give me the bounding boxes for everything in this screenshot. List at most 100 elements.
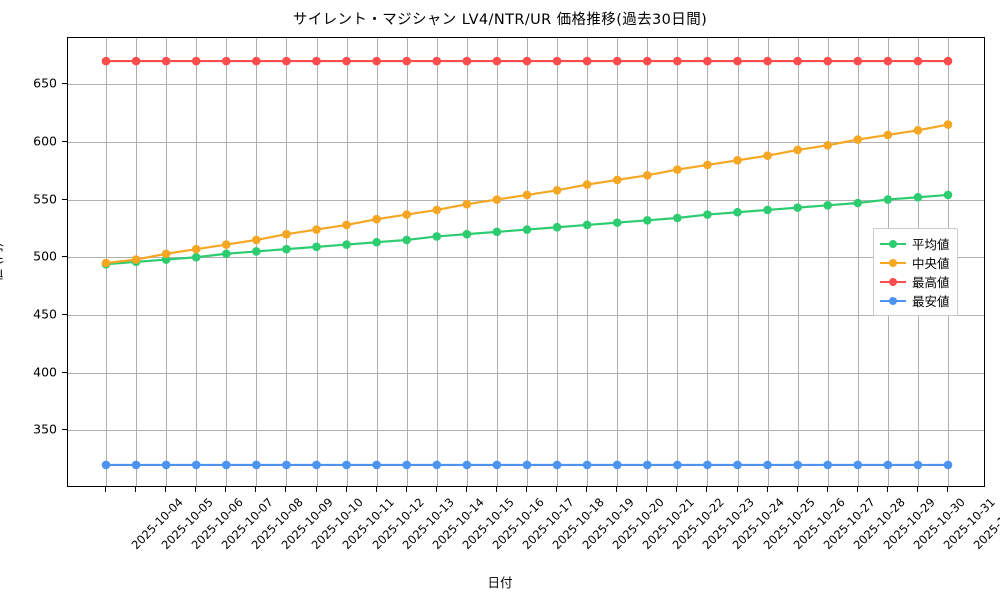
legend-swatch-icon — [880, 275, 906, 289]
data-point — [131, 460, 141, 470]
data-point — [763, 205, 772, 215]
data-point — [943, 56, 953, 66]
y-tick-label: 400 — [33, 364, 57, 380]
data-point — [161, 249, 171, 259]
x-tick-mark — [796, 487, 798, 492]
x-tick-mark — [105, 487, 106, 492]
legend-label: 最安値 — [912, 294, 950, 309]
data-point — [642, 171, 652, 180]
legend-label: 平均値 — [912, 237, 950, 252]
legend: 平均値 中央値最高値最安値 — [873, 228, 958, 316]
data-point — [101, 56, 111, 66]
data-point — [221, 249, 231, 259]
data-point — [312, 242, 321, 252]
data-point — [462, 56, 472, 66]
y-tick-label: 600 — [33, 133, 57, 149]
data-point — [522, 460, 532, 470]
data-point — [883, 460, 893, 470]
gridline-vertical — [737, 38, 739, 486]
data-point — [612, 56, 622, 66]
data-point — [703, 160, 712, 170]
data-point — [402, 235, 412, 245]
gridline-vertical — [316, 38, 318, 486]
data-point — [161, 460, 171, 470]
data-point — [883, 195, 893, 204]
data-point — [462, 229, 472, 239]
x-tick-mark — [435, 487, 437, 492]
data-point — [552, 186, 562, 195]
series-2 — [101, 120, 953, 268]
gridline-vertical — [466, 38, 468, 486]
gridline-vertical — [857, 38, 859, 486]
data-point — [943, 460, 953, 470]
data-point — [492, 56, 502, 66]
data-point — [853, 460, 863, 470]
y-tick-mark — [62, 313, 67, 315]
series-4 — [101, 460, 953, 470]
x-tick-mark — [465, 487, 467, 492]
data-point — [342, 240, 351, 249]
data-point — [522, 225, 532, 234]
data-point — [372, 237, 381, 247]
x-tick-mark — [405, 487, 407, 492]
y-tick-label: 350 — [33, 421, 57, 437]
x-tick-mark — [676, 487, 678, 492]
gridline-vertical — [647, 38, 649, 486]
data-point — [131, 56, 141, 66]
gridline-vertical — [677, 38, 679, 486]
legend-item-1[interactable]: 平均値 — [880, 234, 950, 253]
data-point — [282, 460, 291, 470]
gridline-horizontal — [68, 257, 984, 259]
data-point — [312, 225, 321, 234]
data-point — [282, 244, 291, 254]
data-point — [913, 126, 923, 135]
data-point — [221, 460, 231, 470]
data-point — [432, 205, 442, 215]
series-1 — [101, 190, 953, 269]
data-point — [492, 195, 502, 204]
data-point — [673, 165, 682, 174]
legend-item-3[interactable]: 最高値 — [880, 272, 950, 291]
data-point — [252, 56, 261, 66]
data-point — [191, 460, 201, 470]
y-tick-label: 550 — [33, 191, 57, 207]
gridline-vertical — [617, 38, 619, 486]
x-tick-mark — [556, 487, 558, 492]
x-tick-mark — [947, 487, 948, 492]
x-tick-mark — [285, 487, 287, 492]
data-point — [312, 56, 321, 66]
data-point — [642, 460, 652, 470]
x-tick-mark — [495, 487, 497, 492]
gridline-vertical — [827, 38, 829, 486]
legend-item-2[interactable]: 中央値 — [880, 253, 950, 272]
data-point — [673, 56, 682, 66]
data-point — [793, 56, 802, 66]
data-point — [252, 235, 261, 245]
data-point — [823, 460, 833, 470]
data-point — [913, 192, 923, 202]
data-point — [612, 218, 622, 227]
data-point — [853, 135, 863, 144]
data-point — [793, 203, 802, 212]
data-point — [913, 56, 923, 66]
x-tick-mark — [315, 487, 317, 492]
x-tick-mark — [526, 487, 527, 492]
data-point — [943, 120, 953, 129]
data-point — [342, 460, 351, 470]
legend-item-4[interactable]: 最安値 — [880, 291, 950, 310]
data-point — [492, 460, 502, 470]
data-point — [252, 247, 261, 256]
legend-swatch-icon — [880, 237, 906, 251]
x-tick-mark — [195, 487, 197, 492]
gridline-vertical — [557, 38, 559, 486]
gridline-horizontal — [68, 84, 984, 86]
legend-label: 最高値 — [912, 275, 950, 290]
data-point — [853, 56, 863, 66]
data-point — [763, 151, 772, 160]
y-tick-mark — [62, 140, 67, 142]
data-point — [913, 460, 923, 470]
gridline-vertical — [707, 38, 709, 486]
data-point — [282, 229, 291, 239]
gridline-vertical — [436, 38, 438, 486]
data-point — [402, 210, 412, 219]
